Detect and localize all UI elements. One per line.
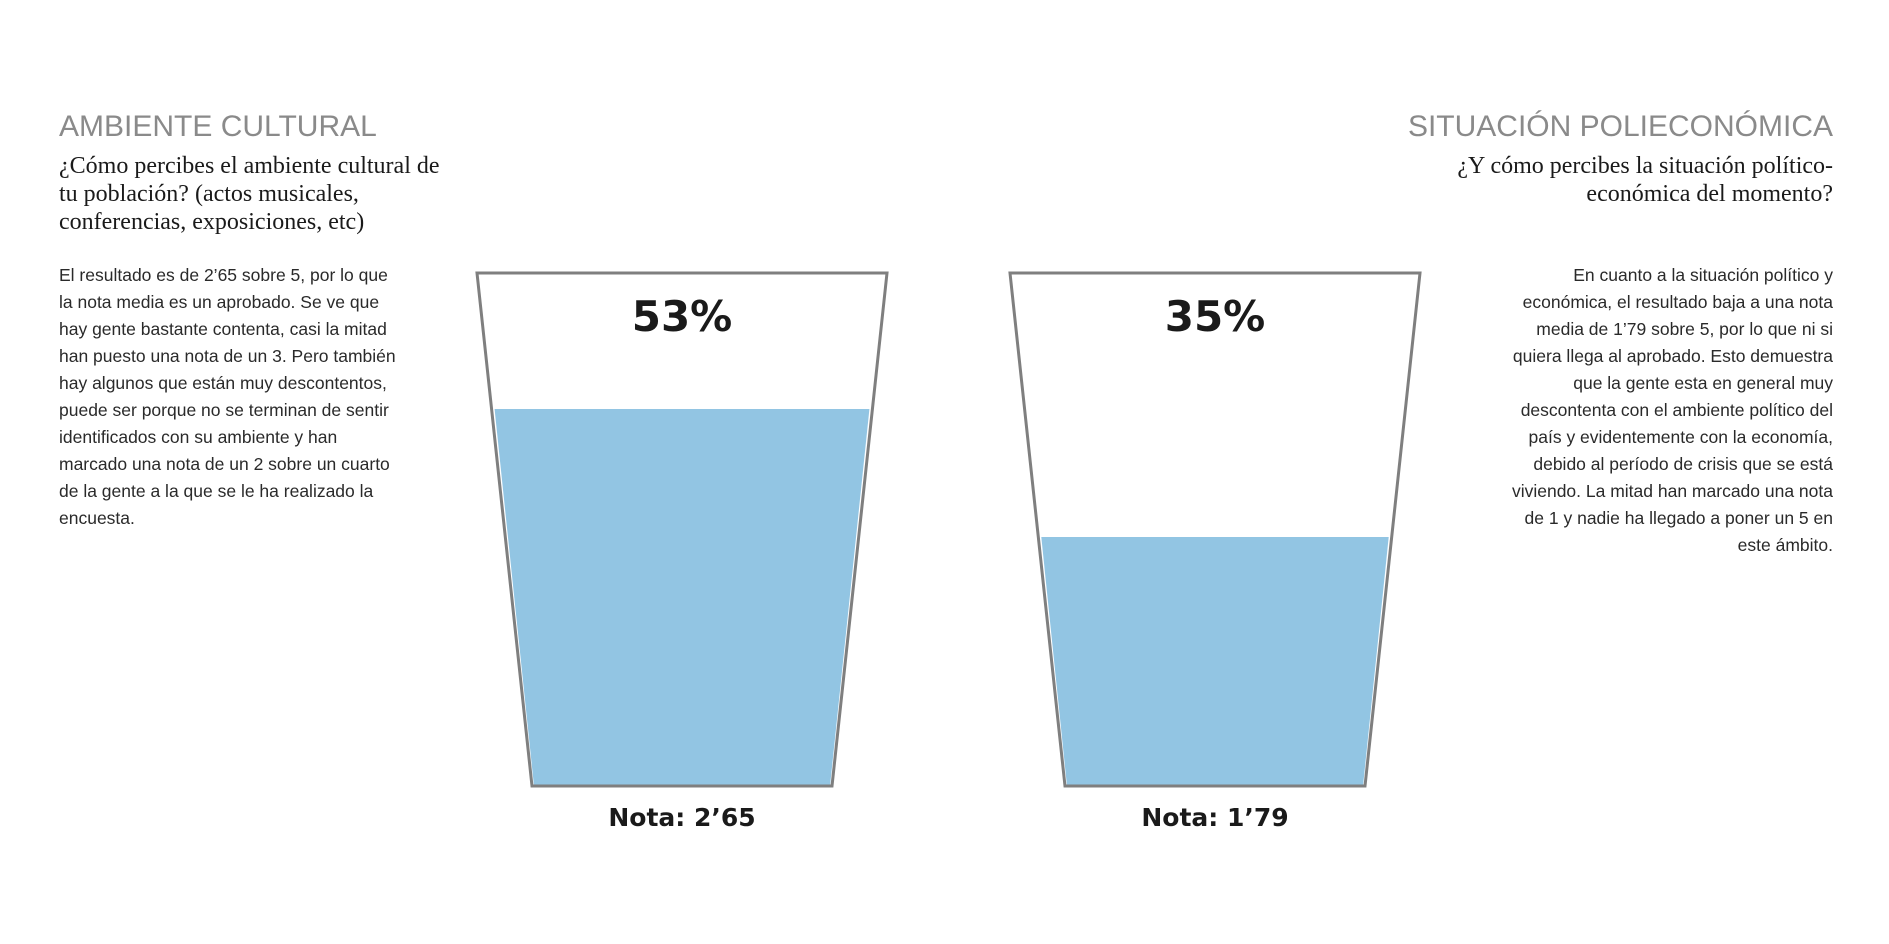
- glass-fill-bar: [494, 409, 870, 786]
- description-cultural: El resultado es de 2’65 sobre 5, por lo …: [59, 265, 396, 528]
- glass-fill-bar: [1041, 537, 1389, 786]
- glass-outline: [475, 271, 889, 788]
- description-political: En cuanto a la situación político y econ…: [1511, 265, 1833, 555]
- percentage-label: 53%: [632, 292, 733, 341]
- question-political: ¿Y cómo percibes la situación político-e…: [1457, 153, 1833, 207]
- section-title-political: SITUACIÓN POLIECONÓMICA: [1407, 110, 1833, 143]
- glass-outline: [1008, 271, 1422, 788]
- nota-label: Nota: 1’79: [1141, 803, 1288, 832]
- section-title-cultural: AMBIENTE CULTURAL: [59, 110, 377, 143]
- question-cultural: ¿Cómo percibes el ambiente cultural de t…: [59, 153, 440, 235]
- percentage-label: 35%: [1165, 292, 1266, 341]
- nota-label: Nota: 2’65: [608, 803, 755, 832]
